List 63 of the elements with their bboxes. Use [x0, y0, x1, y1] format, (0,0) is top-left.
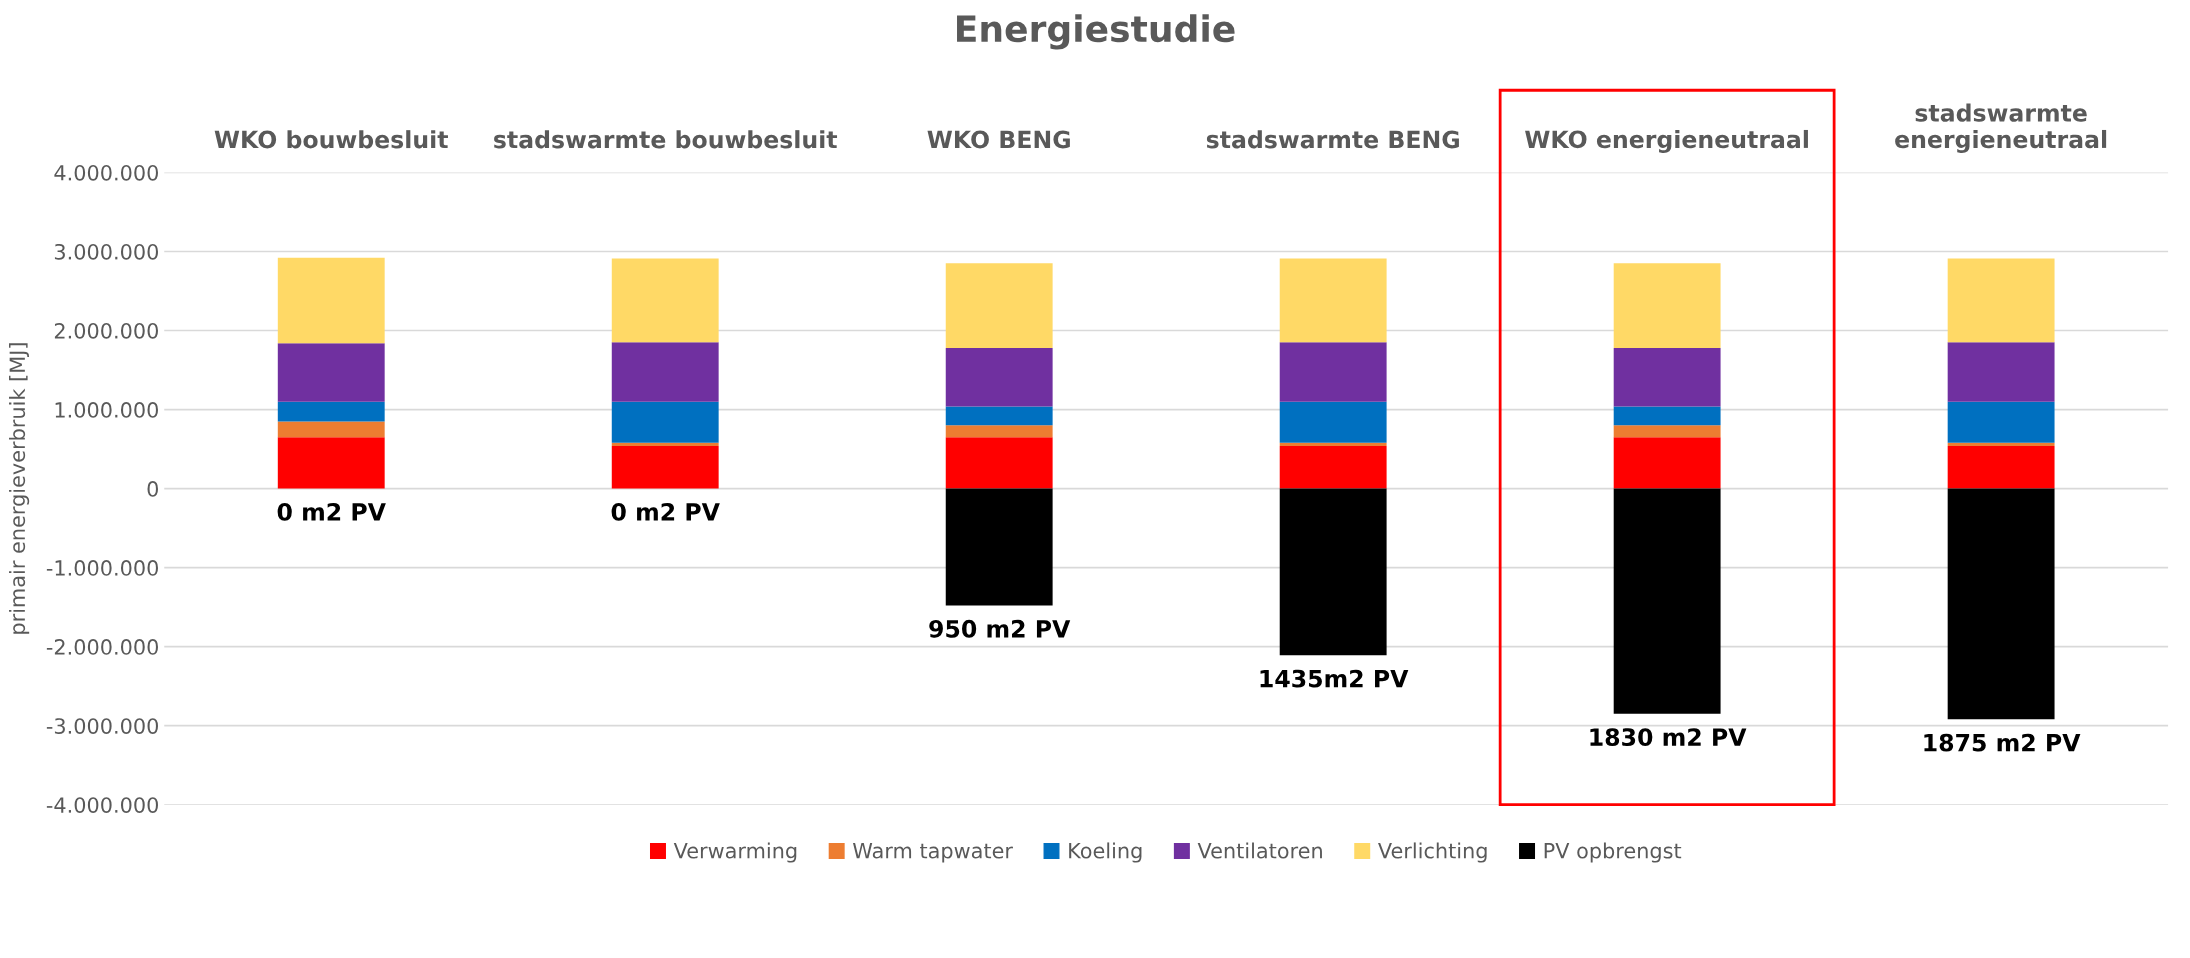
bar [1947, 401, 2055, 443]
bar [1279, 442, 1387, 446]
x-tick-label: WKO energieneutraal [1525, 129, 1808, 153]
bar [1279, 488, 1387, 656]
y-tick-label: 1.000.000 [55, 402, 159, 418]
annotation: 0 m2 PV [611, 502, 720, 521]
annotation: 1435m2 PV [1260, 669, 1409, 688]
x-tick-label: stadswarmte bouwbesluit [494, 130, 838, 149]
bar [1613, 437, 1721, 489]
bar [611, 258, 719, 343]
bar [945, 488, 1053, 606]
bar [1613, 347, 1721, 407]
y-tick-label: -2.000.000 [46, 639, 159, 655]
bar [1947, 488, 2055, 720]
annotation: 950 m2 PV [929, 619, 1071, 638]
y-tick-label: -3.000.000 [46, 718, 159, 734]
legend-label: Warm tapwater [853, 843, 1013, 863]
bar [1947, 258, 2055, 343]
y-axis-title: primair energieverbruik [MJ] [9, 343, 30, 634]
bar [1613, 406, 1721, 426]
bar [1613, 263, 1721, 348]
bar [611, 342, 719, 402]
bar [611, 401, 719, 443]
annotation: 1830 m2 PV [1590, 728, 1747, 746]
bar [1947, 442, 2055, 446]
x-tick-label: WKO BENG [927, 130, 1070, 149]
annotation: 1875 m2 PV [1924, 733, 2081, 752]
bar [945, 263, 1053, 348]
bar [1613, 425, 1721, 438]
x-tick-label: stadswarmte energieneutraal [1895, 103, 2107, 153]
x-tick-label: stadswarmte BENG [1206, 130, 1459, 149]
bar [945, 347, 1053, 407]
bar [277, 401, 385, 422]
chart-title: Energiestudie [957, 14, 1235, 50]
bar [1279, 258, 1387, 343]
y-tick-label: -4.000.000 [46, 797, 159, 813]
bar [277, 257, 385, 344]
annotation: 0 m2 PV [277, 502, 386, 521]
bar [1279, 445, 1387, 489]
y-tick-label: 3.000.000 [54, 243, 159, 260]
legend-label: PV opbrengst [1544, 842, 1682, 863]
bar [1279, 342, 1387, 402]
bar [1613, 488, 1721, 714]
bar [1279, 401, 1387, 443]
y-tick-label: 2.000.000 [54, 322, 159, 339]
bar [277, 421, 385, 438]
x-tick-label: WKO bouwbesluit [214, 130, 448, 149]
legend-label: Koeling [1069, 842, 1142, 863]
bar [1947, 342, 2055, 402]
legend-label: Verwarming [673, 842, 797, 863]
y-tick-label: 0 [147, 481, 159, 497]
bar [945, 406, 1053, 426]
bar [945, 437, 1053, 489]
bar [1947, 445, 2055, 489]
bar [611, 442, 719, 446]
y-tick-label: -1.000.000 [46, 560, 159, 576]
legend-label: Verlichting [1378, 842, 1487, 863]
bar [277, 437, 385, 489]
y-tick-label: 4.000.000 [54, 164, 159, 181]
legend-label: Ventilatoren [1197, 842, 1322, 859]
bar [277, 343, 385, 402]
bar [611, 445, 719, 489]
bar [945, 425, 1053, 438]
